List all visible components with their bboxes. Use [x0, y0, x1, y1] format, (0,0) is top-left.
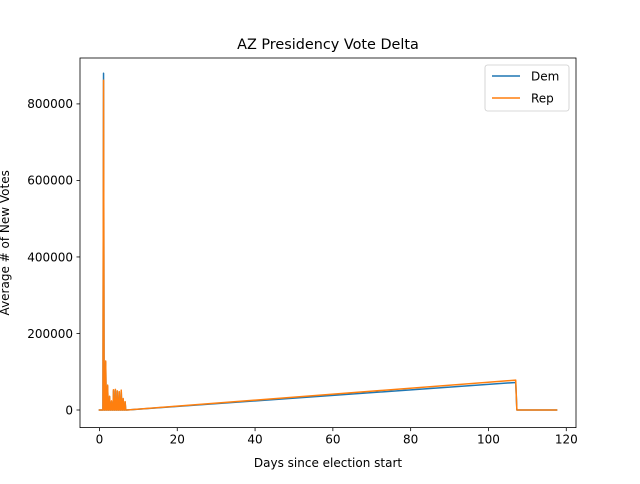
- legend-label-rep: Rep: [531, 91, 554, 105]
- y-tick-label: 400000: [27, 250, 73, 264]
- x-tick-label: 80: [403, 433, 418, 447]
- axis-ticks: 0 20 40 60 80 100 120 0 200000 400000 600000 800000: [27, 97, 578, 446]
- legend-label-dem: Dem: [531, 69, 559, 83]
- plot-area: [98, 72, 558, 411]
- chart-title: AZ Presidency Vote Delta: [237, 37, 419, 53]
- y-tick-label: 0: [65, 403, 73, 417]
- x-tick-label: 100: [477, 433, 500, 447]
- x-tick-label: 60: [325, 433, 340, 447]
- axes-frame: [79, 57, 577, 429]
- x-axis-label: Days since election start: [254, 456, 402, 470]
- x-tick-label: 40: [247, 433, 262, 447]
- y-tick-label: 800000: [27, 97, 73, 111]
- x-tick-label: 120: [555, 433, 578, 447]
- y-tick-label: 600000: [27, 174, 73, 188]
- y-axis-label: Average # of New Votes: [0, 170, 12, 315]
- x-tick-label: 0: [96, 433, 104, 447]
- series-line-rep: [98, 79, 558, 411]
- legend: Dem Rep: [484, 64, 570, 112]
- x-tick-label: 20: [170, 433, 185, 447]
- y-tick-label: 200000: [27, 327, 73, 341]
